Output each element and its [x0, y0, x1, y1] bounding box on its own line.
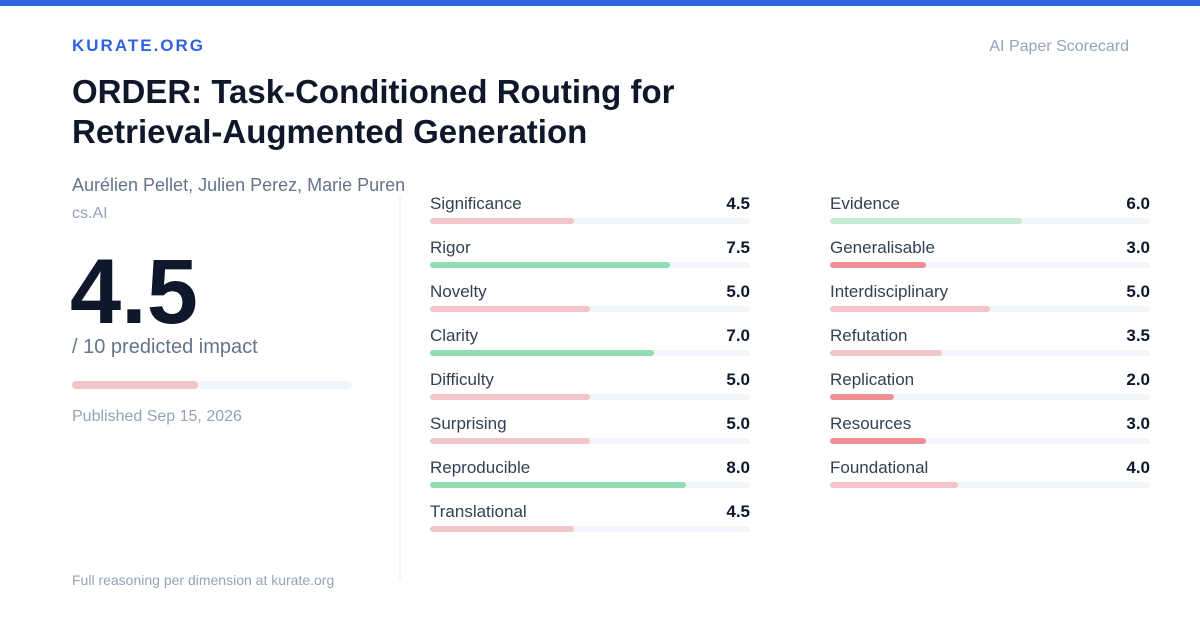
dimension-row-reproducible: Reproducible 8.0	[430, 458, 750, 502]
footer-note: Full reasoning per dimension at kurate.o…	[72, 572, 335, 588]
dimension-bar-track	[830, 218, 1150, 224]
dimension-score: 3.0	[1126, 238, 1150, 257]
dimension-score: 4.5	[726, 194, 750, 213]
dimension-bar-track	[430, 218, 750, 224]
dimension-bar-fill	[830, 482, 958, 488]
dimension-bar-fill	[430, 482, 686, 488]
dimension-list-left: Significance 4.5 Rigor 7.5 Novelty 5.0 Clarity…	[430, 194, 750, 546]
top-accent-bar	[0, 0, 1200, 6]
dimension-name: Interdisciplinary	[830, 282, 949, 301]
dimension-list-right: Evidence 6.0 Generalisable 3.0 Interdiscipli…	[830, 194, 1150, 502]
dimension-name: Novelty	[430, 282, 487, 301]
dimension-bar-track	[830, 482, 1150, 488]
dimension-bar-track	[830, 262, 1150, 268]
dimension-score: 6.0	[1126, 194, 1150, 213]
dimension-score: 7.5	[726, 238, 750, 257]
dimension-score: 5.0	[1126, 282, 1150, 301]
paper-title: ORDER: Task-Conditioned Routing for Retr…	[72, 73, 675, 150]
dimension-score: 5.0	[726, 370, 750, 389]
paper-category: cs.AI	[72, 205, 108, 222]
published-date: Published Sep 15, 2026	[72, 408, 242, 425]
dimension-name: Translational	[430, 502, 527, 521]
dimension-bar-track	[430, 306, 750, 312]
dimension-bar-track	[830, 350, 1150, 356]
dimension-score: 3.5	[1126, 326, 1150, 345]
dimension-row-foundational: Foundational 4.0	[830, 458, 1150, 502]
dimension-name: Rigor	[430, 238, 471, 257]
dimension-score: 4.0	[1126, 458, 1150, 477]
overall-score-bar	[72, 381, 352, 389]
dimension-bar-track	[430, 482, 750, 488]
dimension-bar-track	[830, 306, 1150, 312]
dimension-bar-fill	[830, 350, 942, 356]
dimension-row-generalisable: Generalisable 3.0	[830, 238, 1150, 282]
dimension-name: Replication	[830, 370, 915, 389]
dimension-bar-track	[830, 438, 1150, 444]
dimension-score: 7.0	[726, 326, 750, 345]
dimension-score: 4.5	[726, 502, 750, 521]
overall-score: 4.5	[70, 241, 198, 343]
dimension-bar-fill	[430, 218, 574, 224]
dimension-bar-track	[430, 526, 750, 532]
dimension-row-significance: Significance 4.5	[430, 194, 750, 238]
dimension-row-refutation: Refutation 3.5	[830, 326, 1150, 370]
score-caption: / 10 predicted impact	[72, 336, 258, 358]
dimension-bar-fill	[830, 218, 1022, 224]
dimension-row-translational: Translational 4.5	[430, 502, 750, 546]
dimension-name: Clarity	[430, 326, 479, 345]
dimension-row-difficulty: Difficulty 5.0	[430, 370, 750, 414]
dimension-name: Evidence	[830, 194, 900, 213]
dimension-name: Refutation	[830, 326, 908, 345]
dimension-bar-fill	[430, 306, 590, 312]
dimension-name: Resources	[830, 414, 912, 433]
dimension-bar-fill	[430, 262, 670, 268]
dimension-bar-track	[430, 394, 750, 400]
overall-score-bar-fill	[72, 381, 198, 389]
dimension-row-rigor: Rigor 7.5	[430, 238, 750, 282]
dimension-bar-fill	[430, 526, 574, 532]
dimension-row-novelty: Novelty 5.0	[430, 282, 750, 326]
paper-authors: Aurélien Pellet, Julien Perez, Marie Pur…	[72, 175, 406, 195]
dimension-bar-track	[430, 438, 750, 444]
dimension-score: 3.0	[1126, 414, 1150, 433]
dimension-name: Foundational	[830, 458, 929, 477]
brand-logo[interactable]: KURATE.ORG	[72, 36, 206, 55]
dimension-score: 5.0	[726, 414, 750, 433]
dimension-row-evidence: Evidence 6.0	[830, 194, 1150, 238]
dimension-bar-fill	[830, 262, 926, 268]
dimension-row-replication: Replication 2.0	[830, 370, 1150, 414]
dimension-bar-track	[430, 350, 750, 356]
dimension-bar-fill	[430, 394, 590, 400]
dimension-score: 5.0	[726, 282, 750, 301]
dimension-bar-fill	[830, 438, 926, 444]
dimension-score: 2.0	[1126, 370, 1150, 389]
dimension-name: Reproducible	[430, 458, 531, 477]
dimension-name: Generalisable	[830, 238, 935, 257]
dimension-bar-track	[830, 394, 1150, 400]
dimension-bar-fill	[830, 306, 990, 312]
dimension-bar-track	[430, 262, 750, 268]
card-type-label: AI Paper Scorecard	[989, 38, 1129, 55]
dimension-row-surprising: Surprising 5.0	[430, 414, 750, 458]
dimension-bar-fill	[830, 394, 894, 400]
dimension-score: 8.0	[726, 458, 750, 477]
dimension-name: Difficulty	[430, 370, 494, 389]
dimension-row-resources: Resources 3.0	[830, 414, 1150, 458]
column-divider	[399, 196, 401, 580]
dimension-row-clarity: Clarity 7.0	[430, 326, 750, 370]
dimension-name: Significance	[430, 194, 522, 213]
dimension-row-interdisciplinary: Interdisciplinary 5.0	[830, 282, 1150, 326]
dimension-bar-fill	[430, 438, 590, 444]
dimension-name: Surprising	[430, 414, 507, 433]
dimension-bar-fill	[430, 350, 654, 356]
